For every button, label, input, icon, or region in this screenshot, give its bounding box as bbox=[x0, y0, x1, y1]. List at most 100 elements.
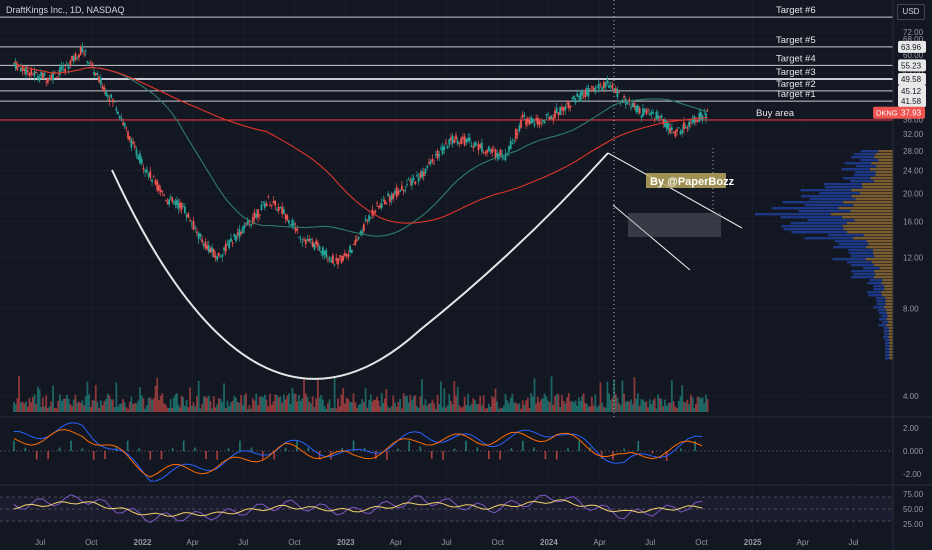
candle-body bbox=[151, 179, 153, 182]
volume-bar bbox=[151, 399, 153, 412]
profile-bar-down bbox=[872, 261, 893, 264]
volume-bar bbox=[683, 401, 685, 412]
profile-bar-up bbox=[868, 294, 882, 297]
volume-bar bbox=[451, 404, 454, 412]
candle-body bbox=[576, 93, 579, 97]
candle-body bbox=[492, 149, 495, 151]
volume-bar bbox=[596, 407, 598, 412]
volume-bar bbox=[506, 400, 509, 412]
volume-bar bbox=[171, 407, 174, 412]
volume-bar bbox=[342, 387, 345, 412]
currency-button[interactable]: USD bbox=[897, 4, 925, 20]
candle-body bbox=[243, 224, 246, 229]
volume-bar bbox=[36, 386, 39, 412]
volume-bar bbox=[514, 402, 517, 412]
volume-bar bbox=[142, 398, 145, 412]
volume-bar bbox=[53, 407, 56, 412]
candle-body bbox=[458, 142, 461, 144]
candle-body bbox=[677, 127, 680, 129]
macd-histogram-bar bbox=[651, 451, 654, 454]
volume-bar bbox=[557, 394, 560, 412]
candle-body bbox=[263, 203, 266, 208]
candle-body bbox=[633, 103, 636, 108]
volume-bar bbox=[163, 403, 166, 412]
volume-bar bbox=[561, 395, 563, 412]
candle-body bbox=[325, 250, 328, 258]
rsi-pane bbox=[0, 494, 893, 524]
volume-bar bbox=[103, 401, 106, 412]
candle-body bbox=[460, 138, 463, 144]
volume-bar bbox=[118, 404, 121, 412]
volume-bar bbox=[101, 405, 104, 412]
candle-body bbox=[168, 199, 171, 205]
profile-bar-down bbox=[885, 300, 893, 303]
price-axis[interactable]: 72.0068.0060.0052.0048.0040.0036.0032.00… bbox=[873, 0, 926, 550]
volume-bar bbox=[289, 403, 292, 412]
rsi-tick-label: 75.00 bbox=[903, 490, 924, 499]
candle-body bbox=[407, 179, 410, 180]
volume-bar bbox=[89, 406, 92, 412]
volume-bar bbox=[349, 402, 351, 412]
profile-bar-up bbox=[807, 219, 855, 222]
candle-body bbox=[221, 254, 224, 257]
cup-curve bbox=[111, 152, 609, 380]
profile-bar-up bbox=[875, 297, 886, 300]
candle-body bbox=[120, 118, 123, 119]
volume-bar bbox=[192, 402, 195, 412]
volume-bar bbox=[235, 397, 237, 412]
candle-body bbox=[550, 115, 553, 119]
volume-bar bbox=[269, 393, 271, 412]
candle-body bbox=[590, 85, 593, 88]
candle-body bbox=[311, 241, 314, 248]
time-tick-label: Apr bbox=[593, 538, 606, 547]
volume-bar bbox=[236, 402, 239, 412]
volume-bar bbox=[137, 400, 140, 412]
candle-body bbox=[573, 96, 575, 99]
candle-body bbox=[328, 257, 331, 260]
macd-histogram-bar bbox=[35, 451, 38, 460]
candle-body bbox=[152, 175, 155, 177]
profile-bar-down bbox=[872, 249, 893, 252]
candle-body bbox=[371, 209, 374, 216]
candle-body bbox=[14, 60, 17, 69]
volume-bar bbox=[667, 403, 670, 412]
volume-bar bbox=[487, 403, 490, 412]
volume-bar bbox=[258, 396, 261, 412]
macd-histogram-bar bbox=[419, 446, 422, 451]
symbol-title: DraftKings Inc., 1D, NASDAQ bbox=[6, 5, 125, 15]
candle-body bbox=[211, 247, 214, 253]
volume-bar bbox=[132, 404, 134, 412]
volume-bar bbox=[366, 407, 369, 412]
candle-body bbox=[176, 200, 178, 205]
candle-body bbox=[401, 185, 403, 190]
volume-bar bbox=[369, 394, 372, 412]
macd-histogram-bar bbox=[386, 451, 388, 460]
volume-bar bbox=[270, 404, 273, 412]
profile-bar-down bbox=[847, 231, 893, 234]
candle-body bbox=[45, 81, 48, 83]
profile-bar-down bbox=[876, 165, 893, 168]
candle-body bbox=[322, 247, 324, 256]
candle-body bbox=[277, 206, 280, 211]
candle-body bbox=[414, 181, 417, 185]
profile-bar-up bbox=[754, 213, 831, 216]
candle-body bbox=[587, 87, 590, 97]
macd-histogram-bar bbox=[284, 447, 287, 451]
profile-bar-down bbox=[875, 171, 893, 174]
profile-bar-up bbox=[846, 261, 873, 264]
macd-histogram-bar bbox=[296, 440, 298, 451]
candle-body bbox=[258, 214, 261, 216]
candle-body bbox=[231, 242, 234, 244]
candle-body bbox=[352, 243, 355, 245]
volume-bar bbox=[189, 387, 191, 412]
volume-bar bbox=[52, 385, 54, 412]
volume-bar bbox=[698, 396, 701, 412]
volume-bar bbox=[240, 394, 242, 412]
price-tick-label: 12.00 bbox=[903, 254, 924, 263]
candle-body bbox=[638, 107, 641, 114]
price-tick-label: 68.00 bbox=[903, 35, 924, 44]
candle-body bbox=[96, 73, 99, 75]
candle-body bbox=[26, 70, 29, 73]
candle-body bbox=[316, 242, 319, 247]
time-axis[interactable]: Jul Oct 2022 Apr Jul Oct 2023 Apr Jul Oct 2024 Apr J… bbox=[35, 538, 859, 547]
